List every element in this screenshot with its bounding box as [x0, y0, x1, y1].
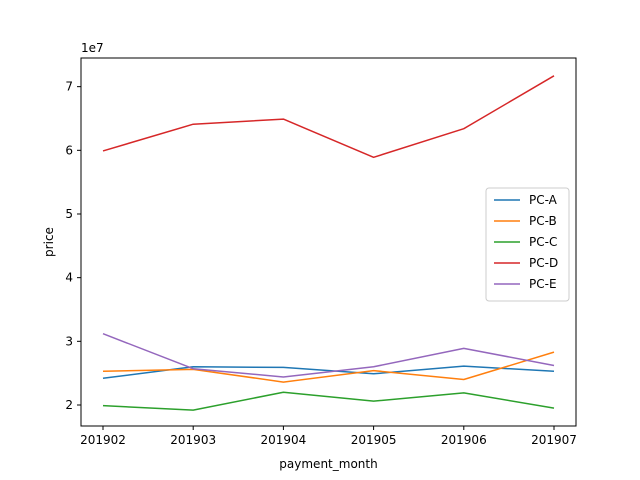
series-line-pc-b [102, 351, 555, 383]
y-offset-label: 1e7 [81, 41, 104, 55]
series-line-pc-c [102, 391, 555, 411]
y-tick-label: 3 [65, 334, 73, 348]
series-line-pc-a [102, 365, 555, 379]
legend-label: PC-C [529, 235, 557, 249]
series-line-pc-e [102, 332, 555, 378]
legend-label: PC-A [529, 193, 558, 207]
legend-label: PC-D [529, 256, 558, 270]
y-axis-title: price [42, 227, 56, 257]
y-tick-label: 6 [65, 143, 73, 157]
x-tick-label: 201902 [80, 433, 126, 447]
y-tick-label: 7 [65, 80, 73, 94]
legend-label: PC-B [529, 214, 557, 228]
series-layer [102, 75, 555, 411]
x-tick-label: 201904 [260, 433, 306, 447]
y-tick-label: 5 [65, 207, 73, 221]
series-line-pc-d [102, 75, 555, 159]
x-tick-label: 201906 [441, 433, 487, 447]
x-axis-title: payment_month [279, 457, 377, 471]
legend-label: PC-E [529, 277, 557, 291]
y-axis: 2 3 4 5 6 7 [65, 80, 81, 412]
plot-frame [80, 57, 577, 427]
y-tick-label: 2 [65, 398, 73, 412]
x-tick-label: 201905 [351, 433, 397, 447]
x-axis: 201902 201903 201904 201905 201906 201907 [80, 426, 577, 447]
x-tick-label: 201903 [170, 433, 216, 447]
legend-box [485, 187, 570, 302]
legend: PC-A PC-B PC-C PC-D PC-E [485, 187, 570, 302]
x-tick-label: 201907 [531, 433, 577, 447]
y-tick-label: 4 [65, 271, 73, 285]
